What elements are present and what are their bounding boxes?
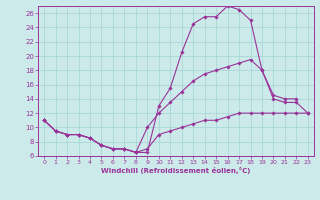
X-axis label: Windchill (Refroidissement éolien,°C): Windchill (Refroidissement éolien,°C): [101, 167, 251, 174]
